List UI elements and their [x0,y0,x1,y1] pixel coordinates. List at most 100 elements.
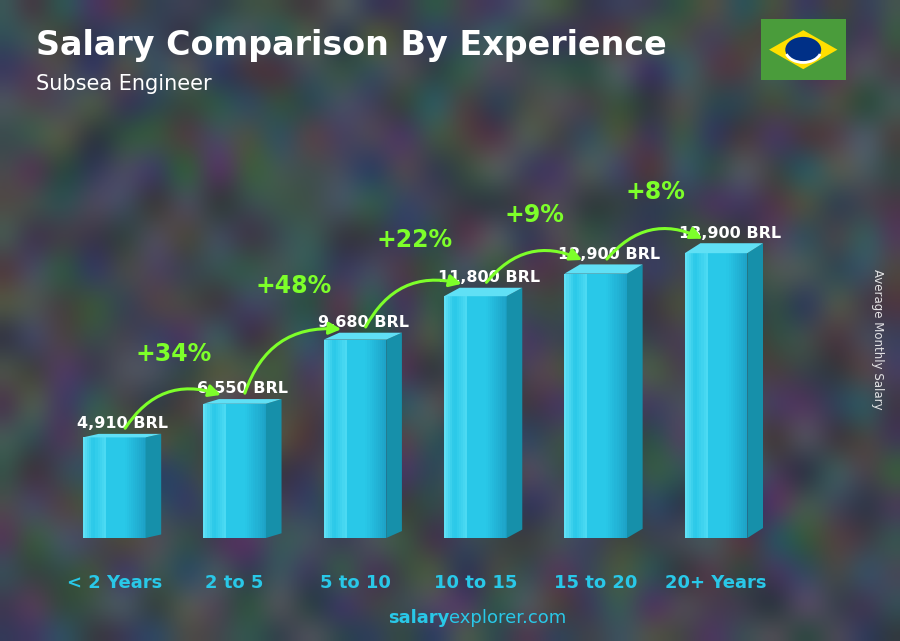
Polygon shape [224,404,227,538]
Polygon shape [591,274,594,538]
Polygon shape [330,340,332,538]
Polygon shape [716,253,718,538]
Polygon shape [254,404,256,538]
Polygon shape [361,340,364,538]
Text: +22%: +22% [376,228,453,252]
Polygon shape [248,404,249,538]
Polygon shape [348,340,351,538]
Polygon shape [355,340,357,538]
Polygon shape [731,253,733,538]
Polygon shape [130,437,133,538]
Polygon shape [135,437,138,538]
Polygon shape [579,274,581,538]
Polygon shape [612,274,615,538]
Polygon shape [720,253,723,538]
Polygon shape [707,253,710,538]
Polygon shape [386,333,402,538]
Polygon shape [249,404,251,538]
Polygon shape [324,340,326,538]
Polygon shape [569,274,571,538]
Polygon shape [618,274,621,538]
Polygon shape [203,399,282,404]
Text: 9,680 BRL: 9,680 BRL [318,315,409,330]
Text: +8%: +8% [626,180,685,204]
Polygon shape [216,404,218,538]
Polygon shape [610,274,613,538]
Polygon shape [95,437,98,538]
Polygon shape [376,340,378,538]
Polygon shape [235,404,237,538]
Polygon shape [232,404,235,538]
Polygon shape [259,404,262,538]
Polygon shape [695,253,698,538]
Polygon shape [564,274,567,538]
Polygon shape [378,340,380,538]
Polygon shape [712,253,714,538]
Polygon shape [608,274,610,538]
Polygon shape [328,340,330,538]
Polygon shape [615,274,616,538]
Polygon shape [351,340,353,538]
Polygon shape [122,437,125,538]
Text: salary: salary [388,609,449,627]
Polygon shape [212,404,214,538]
Polygon shape [691,253,693,538]
Polygon shape [359,340,361,538]
Polygon shape [688,253,691,538]
Polygon shape [340,340,343,538]
Polygon shape [454,296,456,538]
Text: 13,900 BRL: 13,900 BRL [679,226,781,240]
Polygon shape [475,296,478,538]
Polygon shape [724,253,726,538]
Polygon shape [745,253,748,538]
Polygon shape [499,296,500,538]
Polygon shape [444,296,446,538]
Polygon shape [89,437,92,538]
Polygon shape [129,437,131,538]
Polygon shape [698,253,699,538]
Polygon shape [472,296,473,538]
Polygon shape [572,274,575,538]
Polygon shape [121,437,122,538]
Polygon shape [146,434,161,538]
Polygon shape [140,437,141,538]
Polygon shape [693,253,696,538]
Polygon shape [208,404,210,538]
Polygon shape [598,274,600,538]
Polygon shape [461,296,463,538]
Polygon shape [502,296,505,538]
Polygon shape [110,437,112,538]
Text: 4,910 BRL: 4,910 BRL [76,416,168,431]
Polygon shape [104,437,106,538]
Polygon shape [114,437,116,538]
Polygon shape [108,437,110,538]
Polygon shape [585,274,588,538]
Polygon shape [604,274,607,538]
Polygon shape [370,340,372,538]
Polygon shape [100,437,102,538]
Polygon shape [87,437,89,538]
Polygon shape [444,288,522,296]
Polygon shape [141,437,144,538]
Polygon shape [621,274,623,538]
Polygon shape [685,243,763,253]
Polygon shape [127,437,129,538]
Polygon shape [372,340,374,538]
Polygon shape [600,274,602,538]
Polygon shape [507,288,522,538]
Polygon shape [701,253,704,538]
Polygon shape [143,437,146,538]
Polygon shape [710,253,712,538]
Polygon shape [256,404,257,538]
Polygon shape [769,30,838,69]
Polygon shape [345,340,346,538]
Polygon shape [106,437,108,538]
Polygon shape [747,243,763,538]
Polygon shape [564,265,643,274]
Polygon shape [380,340,382,538]
Polygon shape [222,404,224,538]
Polygon shape [353,340,356,538]
Polygon shape [459,296,461,538]
Text: 6,550 BRL: 6,550 BRL [197,381,288,397]
Text: +48%: +48% [256,274,332,298]
